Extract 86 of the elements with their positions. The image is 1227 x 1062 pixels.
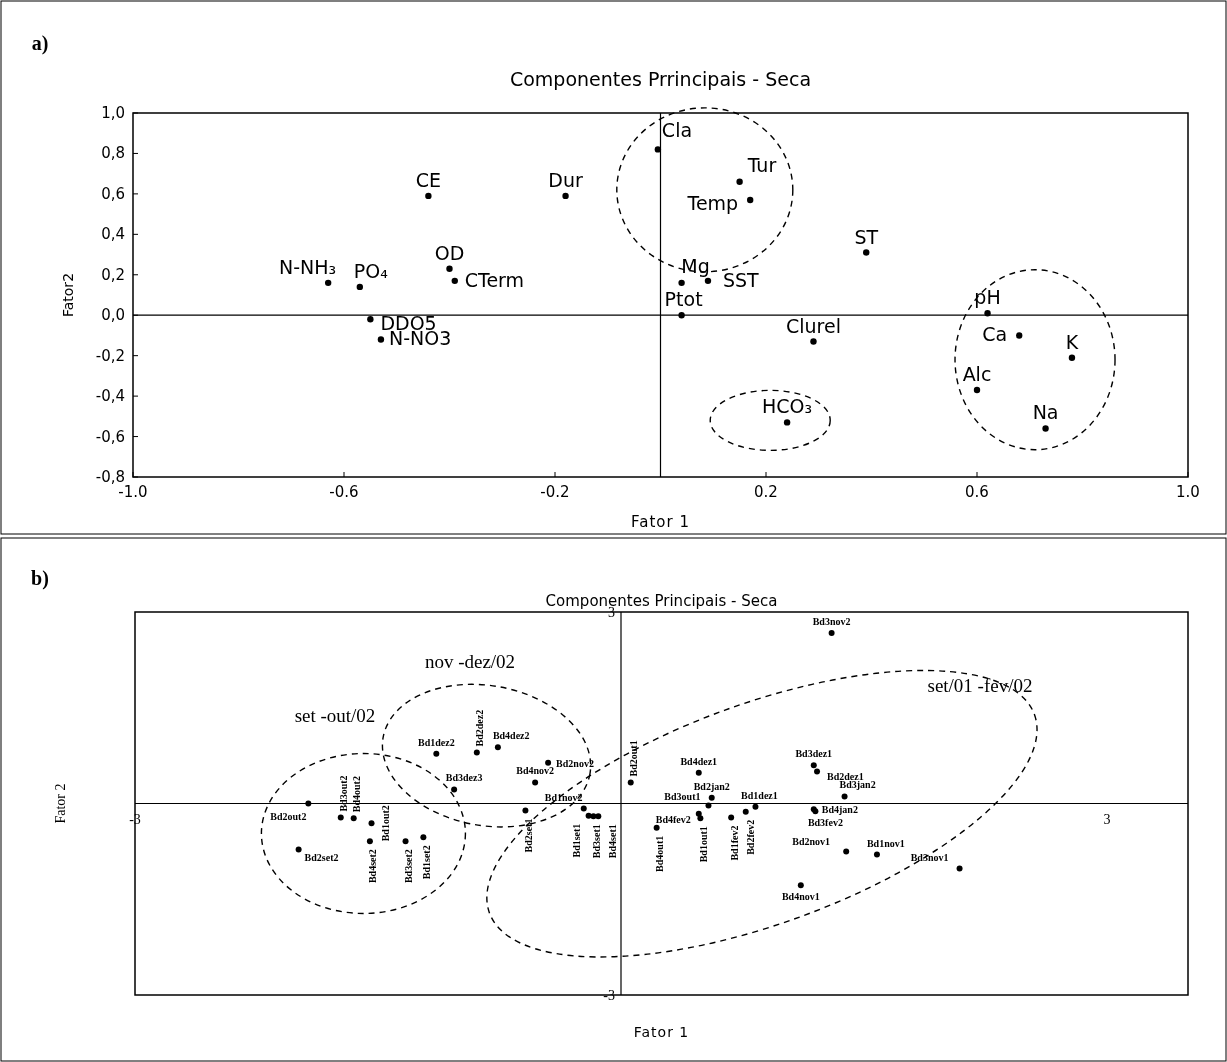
data-label: Bd1out1 xyxy=(697,826,709,863)
data-label: Bd3out1 xyxy=(664,791,701,803)
data-label: CTerm xyxy=(464,268,525,291)
data-label: Bd3out2 xyxy=(338,775,350,812)
x-tick-label: -1.0 xyxy=(118,483,148,501)
x-tick-label: -0.6 xyxy=(329,483,359,501)
y-tick-label: 1,0 xyxy=(101,104,125,122)
data-label: Bd3nov1 xyxy=(910,851,949,863)
data-label: Bd1set1 xyxy=(571,823,583,858)
chart-title: Componentes Prrincipais - Seca xyxy=(509,68,812,90)
data-label: Bd1out2 xyxy=(380,805,392,842)
data-label: Bd2dez1 xyxy=(827,770,864,782)
y-tick-label: -0,2 xyxy=(95,346,125,365)
data-label: Bd1dez2 xyxy=(417,736,455,748)
y-tick-label: -0,8 xyxy=(95,468,125,486)
y-tick-label: -0,4 xyxy=(95,387,125,406)
data-label: Dur xyxy=(548,168,583,191)
data-label: Bd4out2 xyxy=(351,776,363,813)
x-tick-label: 0.6 xyxy=(965,483,989,501)
x-tick-label: -0.2 xyxy=(540,483,570,501)
data-label: Bd4set1 xyxy=(606,824,618,859)
x-axis-title: Fator 1 xyxy=(633,1024,690,1040)
data-label: Bd2nov2 xyxy=(556,757,594,769)
annotation: set -out/02 xyxy=(294,705,376,726)
x-tick-label: 1.0 xyxy=(1176,483,1200,501)
data-label: Ca xyxy=(982,323,1008,346)
data-label: Bd2dez2 xyxy=(474,709,486,747)
data-label: Bd1set2 xyxy=(420,845,432,880)
data-label: Bd2set1 xyxy=(522,818,534,853)
data-label: Bd4jan2 xyxy=(821,804,858,816)
y-tick-label: -0,6 xyxy=(95,427,125,446)
y-axis-title: Fator2 xyxy=(60,272,76,318)
data-label: Bd2nov1 xyxy=(792,836,831,848)
data-label: K xyxy=(1065,330,1079,353)
data-label: Bd3dez1 xyxy=(795,748,833,760)
data-label: Bd4dez1 xyxy=(680,755,718,767)
data-label: Bd2fev2 xyxy=(745,819,757,855)
y-tick-label: 0,6 xyxy=(101,184,125,203)
data-label: Bd3jan2 xyxy=(839,779,876,791)
data-label: CE xyxy=(415,168,442,191)
data-label: Ptot xyxy=(664,288,703,311)
data-label: Bd4set2 xyxy=(367,849,379,884)
data-label: Bd4dez2 xyxy=(492,730,530,742)
data-label: Clurel xyxy=(786,314,841,337)
data-label: Na xyxy=(1032,401,1059,424)
data-label: Bd3set1 xyxy=(590,824,602,859)
y-axis-title: Fator 2 xyxy=(53,783,68,824)
data-label: Bd2out2 xyxy=(270,810,307,822)
data-label: Bd2set2 xyxy=(304,852,339,864)
data-label: Bd1fev2 xyxy=(728,825,740,861)
data-label: Bd1dez1 xyxy=(741,789,778,801)
data-label: Bd4fev2 xyxy=(655,813,691,825)
y-tick-label: 0,0 xyxy=(101,306,125,325)
data-label: Temp xyxy=(686,191,739,214)
x-axis-title: Fator 1 xyxy=(631,513,690,531)
text: a) xyxy=(31,32,49,55)
data-label: N-NH₃ xyxy=(278,255,337,278)
chart-title: Componentes Principais - Seca xyxy=(545,592,778,610)
data-label: ST xyxy=(854,225,879,248)
data-label: Bd2jan2 xyxy=(693,780,730,792)
data-label: Mg xyxy=(681,254,710,277)
data-label: PO₄ xyxy=(353,259,389,282)
data-label: Bd4nov1 xyxy=(781,891,820,903)
data-label: Bd1nov2 xyxy=(544,791,583,803)
data-label: Alc xyxy=(962,363,992,386)
data-label: Bd3fev2 xyxy=(807,817,843,829)
x-tick-label: 0.2 xyxy=(754,483,778,501)
data-label: OD xyxy=(434,241,465,264)
data-label: Bd2out1 xyxy=(628,740,640,777)
data-label: Bd4out1 xyxy=(654,835,666,872)
y-tick-label: 0,4 xyxy=(101,225,125,244)
data-label: SST xyxy=(722,268,760,291)
data-label: Bd3dez3 xyxy=(445,772,483,784)
data-label: Bd1nov1 xyxy=(866,837,905,849)
annotation: nov -dez/02 xyxy=(424,651,516,672)
data-label: Tur xyxy=(746,153,777,176)
data-label: Cla xyxy=(661,119,693,142)
data-label: HCO₃ xyxy=(762,395,813,418)
text: b) xyxy=(31,567,49,590)
y-tick-label: 0,2 xyxy=(101,265,125,284)
data-label: pH xyxy=(974,286,1001,309)
y-tick-label: 0,8 xyxy=(101,144,125,163)
annotation: set/01 -fev/02 xyxy=(927,675,1033,696)
data-label: Bd3set2 xyxy=(403,849,415,884)
data-label: Bd4nov2 xyxy=(516,765,555,777)
data-label: Bd3nov2 xyxy=(812,616,851,628)
